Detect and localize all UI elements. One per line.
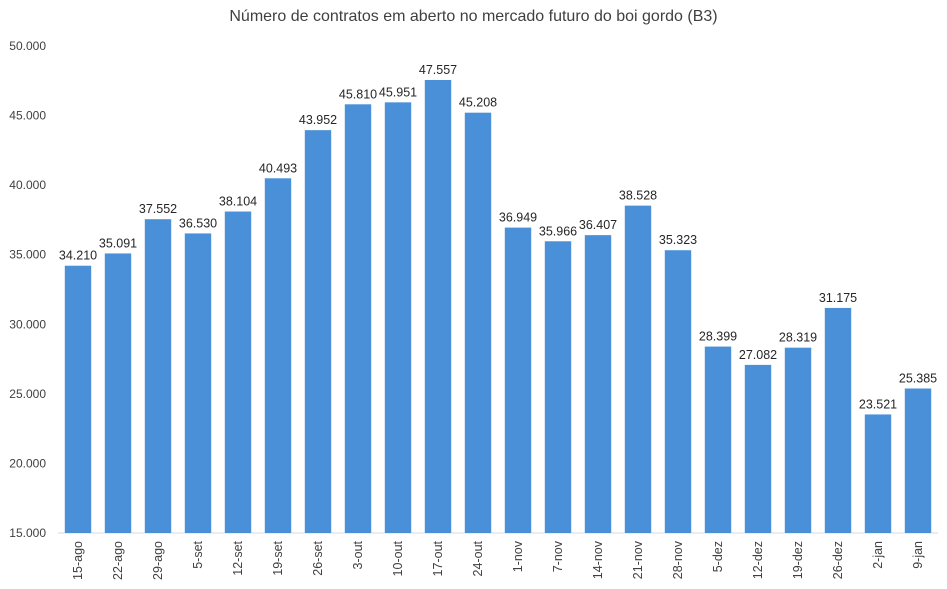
bar — [264, 178, 292, 533]
x-tick-label: 2-jan — [871, 541, 885, 569]
y-tick-label: 25.000 — [9, 387, 46, 401]
x-tick-label: 19-set — [271, 540, 285, 575]
bar — [784, 347, 812, 533]
data-label: 45.208 — [459, 96, 497, 110]
x-tick-label: 3-out — [351, 540, 365, 569]
x-tick-label: 5-set — [191, 540, 205, 568]
bar — [624, 205, 652, 533]
data-label: 23.521 — [859, 397, 897, 411]
data-label: 40.493 — [259, 161, 297, 175]
chart-title: Número de contratos em aberto no mercado… — [229, 8, 718, 25]
x-tick-label: 12-set — [231, 540, 245, 575]
bar — [664, 250, 692, 533]
x-tick-label: 24-out — [471, 540, 485, 576]
bar — [504, 227, 532, 533]
bar — [904, 388, 932, 533]
data-label: 35.966 — [539, 224, 577, 238]
bar — [704, 346, 732, 533]
bar — [384, 102, 412, 534]
data-label: 36.949 — [499, 211, 537, 225]
bar — [64, 265, 92, 533]
x-tick-label: 19-dez — [791, 541, 805, 579]
data-label: 27.082 — [739, 348, 777, 362]
x-tick-label: 28-nov — [671, 540, 685, 579]
x-tick-label: 26-dez — [831, 541, 845, 579]
bar — [584, 235, 612, 533]
bar — [104, 253, 132, 533]
x-tick-label: 22-ago — [111, 541, 125, 580]
data-label: 35.323 — [659, 233, 697, 247]
y-tick-label: 30.000 — [9, 317, 46, 331]
y-tick-label: 35.000 — [9, 248, 46, 262]
data-label: 38.528 — [619, 189, 657, 203]
bar — [464, 112, 492, 534]
data-label: 28.399 — [699, 330, 737, 344]
x-tick-label: 10-out — [391, 540, 405, 576]
data-label: 38.104 — [219, 195, 257, 209]
y-tick-label: 40.000 — [9, 178, 46, 192]
bar — [824, 307, 852, 533]
x-tick-label: 14-nov — [591, 540, 605, 579]
data-label: 45.810 — [339, 87, 377, 101]
x-tick-label: 7-nov — [551, 540, 565, 572]
data-label: 37.552 — [139, 202, 177, 216]
y-tick-label: 45.000 — [9, 109, 46, 123]
data-label: 28.319 — [779, 331, 817, 345]
y-tick-label: 15.000 — [9, 526, 46, 540]
bar — [544, 241, 572, 534]
x-tick-label: 5-dez — [711, 541, 725, 572]
data-label: 35.091 — [99, 236, 137, 250]
data-label: 36.407 — [579, 218, 617, 232]
bar — [744, 364, 772, 533]
data-label: 43.952 — [299, 113, 337, 127]
bar — [224, 211, 252, 533]
x-tick-label: 17-out — [431, 540, 445, 576]
bar — [864, 414, 892, 533]
bar — [344, 104, 372, 534]
x-tick-label: 29-ago — [151, 541, 165, 580]
x-tick-label: 12-dez — [751, 541, 765, 579]
bar — [304, 130, 332, 533]
x-tick-label: 15-ago — [71, 541, 85, 580]
data-label: 31.175 — [819, 291, 857, 305]
x-tick-label: 26-set — [311, 540, 325, 575]
bar — [184, 233, 212, 534]
data-label: 25.385 — [899, 372, 937, 386]
bar — [144, 219, 172, 534]
data-label: 36.530 — [179, 216, 217, 230]
x-tick-label: 1-nov — [511, 540, 525, 572]
x-tick-label: 9-jan — [911, 541, 925, 569]
data-label: 34.210 — [59, 249, 97, 263]
y-tick-label: 50.000 — [9, 39, 46, 53]
data-label: 45.951 — [379, 85, 417, 99]
x-tick-label: 21-nov — [631, 540, 645, 579]
data-label: 47.557 — [419, 63, 457, 77]
y-tick-label: 20.000 — [9, 456, 46, 470]
bar — [424, 79, 452, 533]
